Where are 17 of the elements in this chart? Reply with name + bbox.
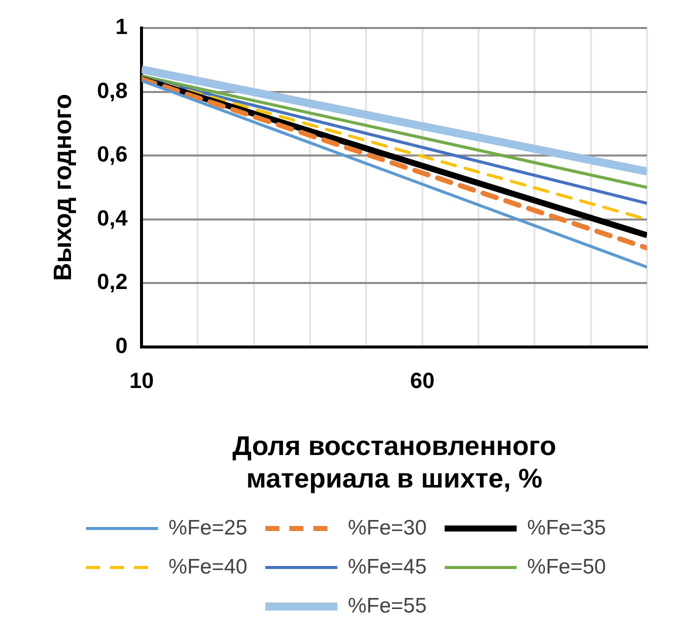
legend-label: %Fe=25 — [168, 516, 248, 540]
legend-label: %Fe=35 — [527, 516, 606, 540]
legend-label: %Fe=40 — [168, 555, 248, 578]
legend-label: %Fe=45 — [348, 555, 427, 578]
y-tick-label: 1 — [115, 14, 128, 40]
x-tick-label: 10 — [129, 368, 154, 394]
y-tick-label: 0,8 — [96, 78, 128, 103]
y-tick-label: 0,2 — [96, 269, 128, 294]
x-axis-title: Доля восстановленного материала в шихте, % — [232, 430, 556, 494]
y-axis-title: Выход годного — [48, 94, 77, 281]
legend-label: %Fe=30 — [348, 516, 427, 540]
y-tick-label: 0,6 — [96, 142, 128, 167]
y-tick-label: 0,4 — [96, 205, 128, 230]
legend-label: %Fe=50 — [527, 555, 606, 578]
y-tick-label: 0 — [115, 332, 128, 358]
x-tick-label: 60 — [410, 368, 435, 394]
legend-label: %Fe=55 — [348, 594, 427, 618]
